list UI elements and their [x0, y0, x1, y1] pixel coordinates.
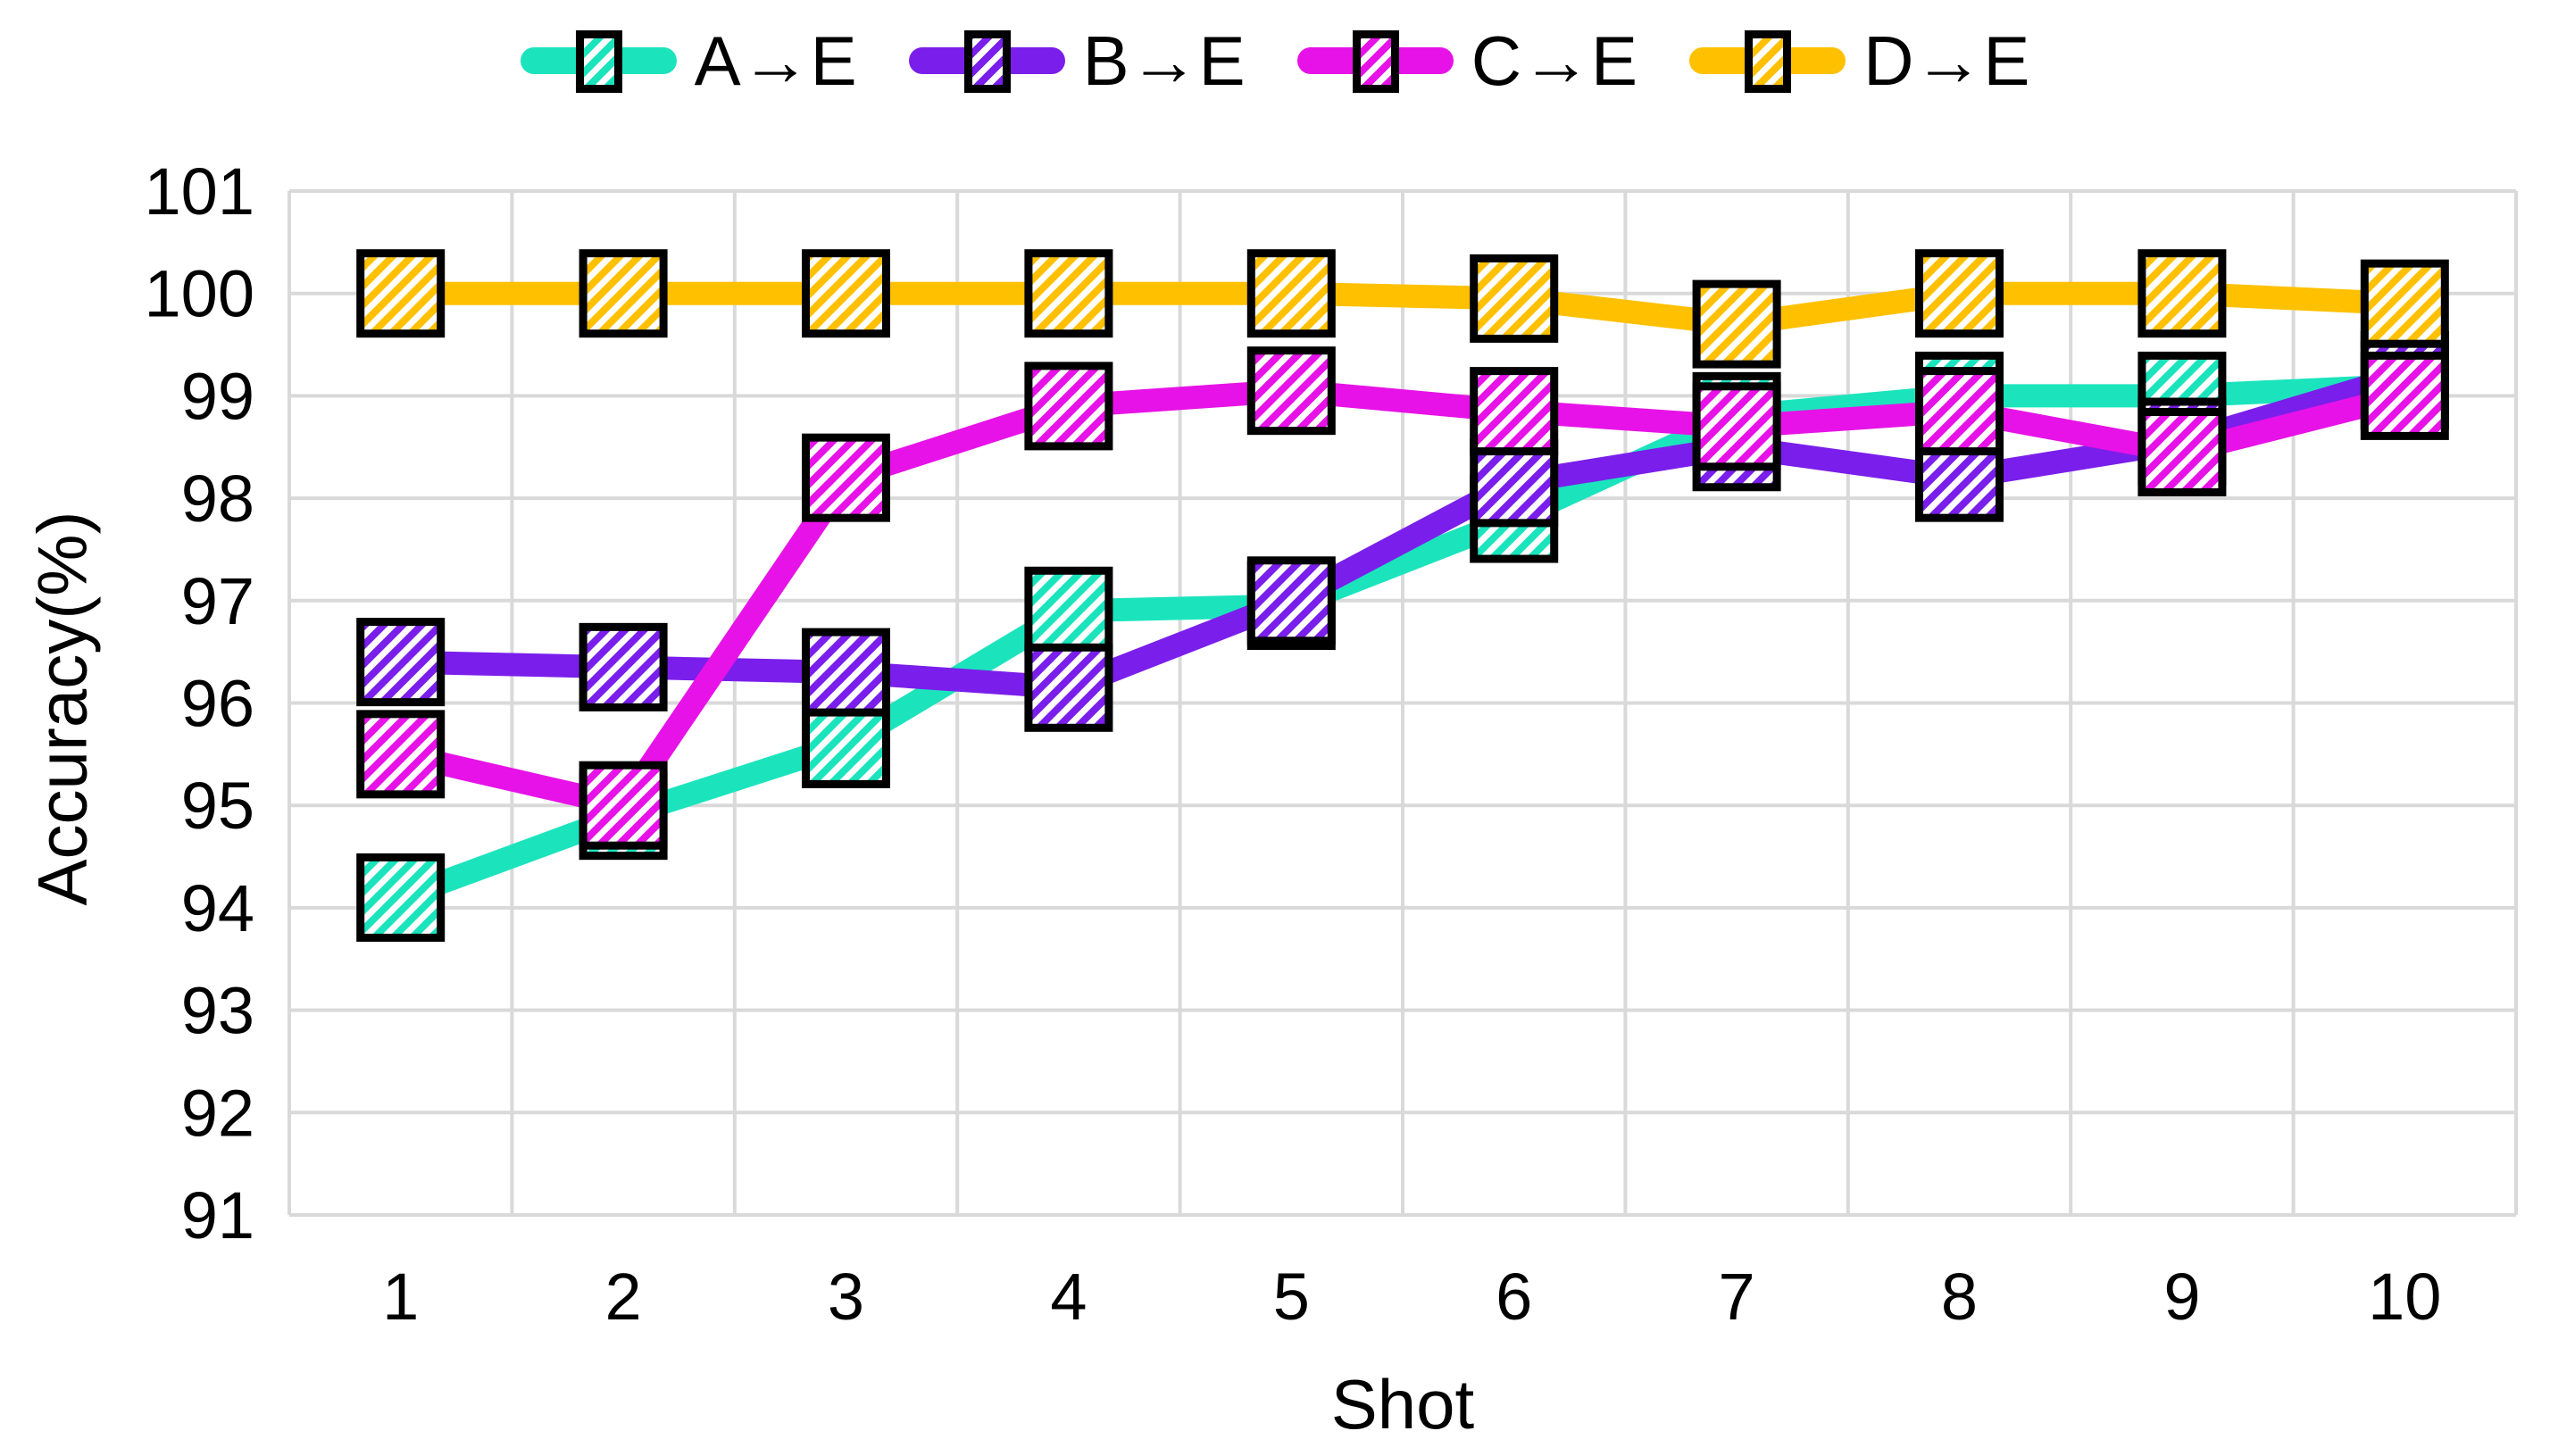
y-tick-label: 93 — [181, 974, 254, 1048]
data-point-marker — [356, 853, 446, 942]
data-point-marker — [579, 761, 668, 850]
data-point-marker — [1692, 279, 1781, 369]
y-tick-label: 99 — [181, 359, 254, 433]
x-tick-label: 5 — [1273, 1260, 1310, 1334]
data-point-marker — [1024, 362, 1113, 451]
legend-label: C→E — [1471, 21, 1638, 100]
y-tick-label: 91 — [181, 1178, 254, 1252]
x-tick-label: 2 — [605, 1260, 642, 1334]
y-tick-label: 95 — [181, 769, 254, 843]
x-tick-label: 8 — [1941, 1260, 1978, 1334]
x-tick-label: 6 — [1496, 1260, 1532, 1334]
y-tick-label: 94 — [181, 871, 254, 945]
x-tick-label: 7 — [1719, 1260, 1755, 1334]
legend-item-d-e: D→E — [1689, 11, 2029, 111]
data-point-marker — [2360, 351, 2449, 440]
legend-label: D→E — [1863, 21, 2030, 100]
axis-tick-labels: 91 92 93 94 95 96 97 98 99 100 101 1 2 3 4 5 6 7 8 9 10 — [145, 154, 2442, 1334]
series-line — [400, 364, 2409, 700]
data-point-marker — [1915, 249, 2004, 338]
legend-item-b-e: B→E — [908, 11, 1246, 111]
data-point-marker — [1246, 556, 1336, 645]
y-tick-label: 98 — [181, 462, 254, 536]
chart-legend: A→E B→E C→E D→E — [0, 11, 2550, 111]
y-tick-label: 97 — [181, 564, 254, 638]
data-point-marker — [2138, 249, 2227, 338]
data-point-marker — [802, 249, 890, 338]
data-point-marker — [356, 710, 446, 799]
data-point-marker — [579, 622, 668, 711]
legend-marker-a-e-icon — [520, 11, 677, 111]
data-point-marker — [356, 249, 446, 338]
y-tick-label: 96 — [181, 667, 254, 741]
y-tick-label: 101 — [145, 154, 254, 229]
x-tick-label: 4 — [1050, 1260, 1087, 1334]
y-tick-label: 92 — [181, 1076, 254, 1150]
data-point-marker — [802, 628, 890, 717]
legend-item-a-e: A→E — [520, 11, 857, 111]
legend-label: A→E — [694, 21, 857, 100]
legend-marker-d-e-icon — [1689, 11, 1846, 111]
data-point-marker — [2360, 259, 2449, 348]
data-point-marker — [1915, 367, 2004, 456]
legend-label: B→E — [1082, 21, 1246, 100]
data-point-marker — [1470, 367, 1559, 456]
data-point-marker — [1024, 643, 1113, 732]
x-axis-title: Shot — [1330, 1365, 1475, 1444]
series-line — [400, 281, 2405, 337]
legend-marker-c-e-icon — [1296, 11, 1454, 111]
gridlines — [288, 189, 2518, 1217]
data-point-marker — [1246, 249, 1336, 338]
legend-marker-b-e-icon — [908, 11, 1065, 111]
y-axis-title: Accuracy(%) — [22, 511, 102, 906]
x-tick-label: 10 — [2368, 1260, 2441, 1334]
data-point-marker — [2138, 407, 2227, 496]
data-point-marker — [802, 433, 890, 522]
data-point-marker — [356, 618, 446, 707]
data-point-marker — [1246, 346, 1336, 436]
series-line — [397, 379, 2408, 818]
y-tick-label: 100 — [145, 257, 254, 331]
data-point-marker — [579, 249, 668, 338]
x-tick-label: 3 — [828, 1260, 864, 1334]
data-point-marker — [1692, 382, 1781, 471]
data-point-marker — [1024, 566, 1113, 655]
x-tick-label: 1 — [382, 1260, 419, 1334]
series-D→E — [356, 249, 2449, 369]
x-tick-label: 9 — [2163, 1260, 2200, 1334]
legend-item-c-e: C→E — [1296, 11, 1638, 111]
data-point-marker — [1024, 249, 1113, 338]
data-point-marker — [1470, 254, 1559, 343]
series-line — [396, 373, 2405, 909]
series-C→E — [356, 346, 2449, 850]
